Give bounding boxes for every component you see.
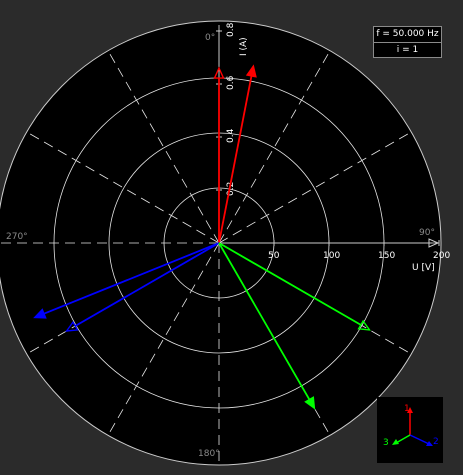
grid-spoke-30 bbox=[218, 50, 331, 244]
voltage-tick-label-1: 100 bbox=[323, 251, 340, 261]
current-tick-label-2: 0.6 bbox=[226, 75, 236, 90]
phasor-voltage-2 bbox=[65, 242, 220, 332]
phasor-head-current-3 bbox=[304, 396, 316, 410]
voltage-tick-label-2: 150 bbox=[378, 251, 395, 261]
phase-legend: 1 2 3 bbox=[377, 397, 443, 463]
phasor-head-current-1 bbox=[245, 64, 257, 78]
frequency-readout: f = 50.000 Hz bbox=[374, 27, 441, 43]
angle-label-0: 0° bbox=[205, 33, 215, 43]
index-readout: i = 1 bbox=[396, 45, 419, 55]
legend-label-1: 1 bbox=[404, 404, 410, 414]
grid-spoke-60 bbox=[218, 131, 412, 244]
phasor-shaft-voltage-2 bbox=[74, 242, 220, 327]
phasor-current-1 bbox=[218, 64, 257, 244]
phasor-current-3 bbox=[218, 242, 316, 410]
grid-spoke-330 bbox=[107, 50, 220, 244]
phasor-voltage-1 bbox=[213, 66, 225, 243]
phasor-shaft-current-2 bbox=[43, 242, 220, 315]
phasor-head-voltage-1 bbox=[213, 66, 225, 79]
phasor-shaft-voltage-3 bbox=[218, 242, 362, 326]
current-axis-label: I (A) bbox=[239, 37, 249, 56]
phasor-voltage-3 bbox=[218, 242, 371, 331]
info-box: f = 50.000 Hz i = 1 bbox=[373, 26, 442, 58]
current-tick-label-0: 0.2 bbox=[226, 182, 236, 196]
voltage-axis-label: U [V] bbox=[412, 263, 435, 273]
phasor-shaft-current-3 bbox=[218, 242, 311, 401]
angle-label-180: 180° bbox=[198, 449, 220, 459]
voltage-tick-label-3: 200 bbox=[433, 251, 450, 261]
phasor-head-voltage-3 bbox=[357, 319, 371, 331]
phasor-head-current-2 bbox=[33, 308, 47, 319]
legend-label-3: 3 bbox=[383, 438, 389, 448]
grid-spoke-300 bbox=[26, 131, 220, 244]
phasor-head-voltage-2 bbox=[65, 320, 79, 332]
legend-label-2: 2 bbox=[433, 437, 439, 447]
voltage-axis-arrow bbox=[428, 238, 440, 248]
phase-axes-icon: 1 2 3 bbox=[383, 404, 439, 448]
angle-label-270: 270° bbox=[6, 232, 28, 242]
phasor-group bbox=[33, 64, 371, 410]
voltage-tick-label-0: 50 bbox=[268, 251, 280, 261]
phasor-shaft-current-1 bbox=[218, 75, 253, 244]
phasor-current-2 bbox=[33, 242, 220, 319]
axes: 50 100 150 200 0.2 0.4 0.6 0.8 bbox=[216, 22, 450, 261]
current-tick-label-1: 0.4 bbox=[226, 128, 236, 143]
current-tick-label-3: 0.8 bbox=[226, 22, 236, 37]
grid-spoke-210 bbox=[107, 242, 220, 436]
angle-label-90: 90° bbox=[419, 228, 435, 238]
